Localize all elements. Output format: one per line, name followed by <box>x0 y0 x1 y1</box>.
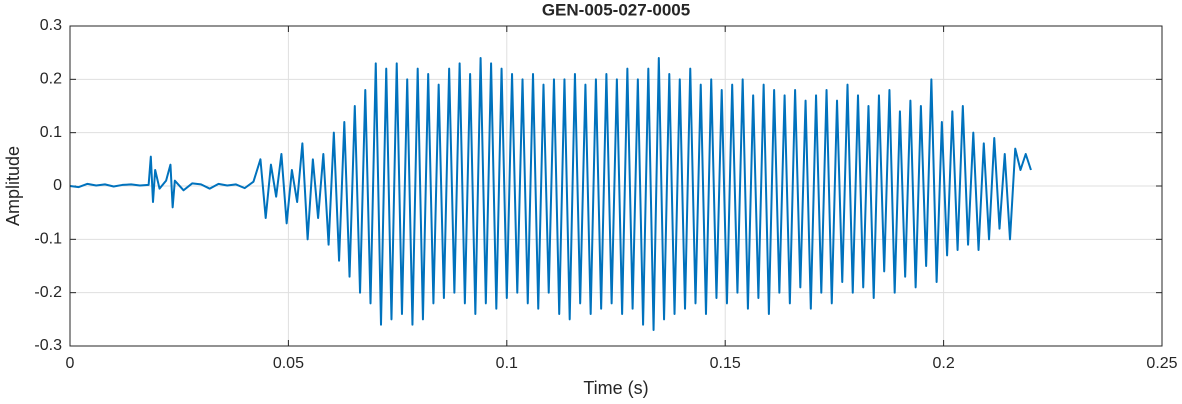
x-tick-label: 0.05 <box>273 355 304 372</box>
x-axis-label: Time (s) <box>583 378 648 398</box>
x-tick-label: 0.25 <box>1146 355 1177 372</box>
y-tick-label: -0.1 <box>34 231 62 248</box>
y-tick-label: -0.3 <box>34 337 62 354</box>
y-tick-label: 0.1 <box>40 124 62 141</box>
signal-line <box>69 57 1032 331</box>
y-tick-label: 0.2 <box>40 71 62 88</box>
y-tick-label: 0 <box>53 177 62 194</box>
x-tick-label: 0.15 <box>710 355 741 372</box>
x-tick-label: 0 <box>66 355 75 372</box>
y-axis-label: Amplitude <box>3 146 23 226</box>
y-tick-label: 0.3 <box>40 17 62 34</box>
x-tick-label: 0.1 <box>496 355 518 372</box>
chart-title: GEN-005-027-0005 <box>542 0 690 19</box>
x-tick-label: 0.2 <box>932 355 954 372</box>
plot-frame <box>69 25 1163 347</box>
y-tick-label: -0.2 <box>34 284 62 301</box>
